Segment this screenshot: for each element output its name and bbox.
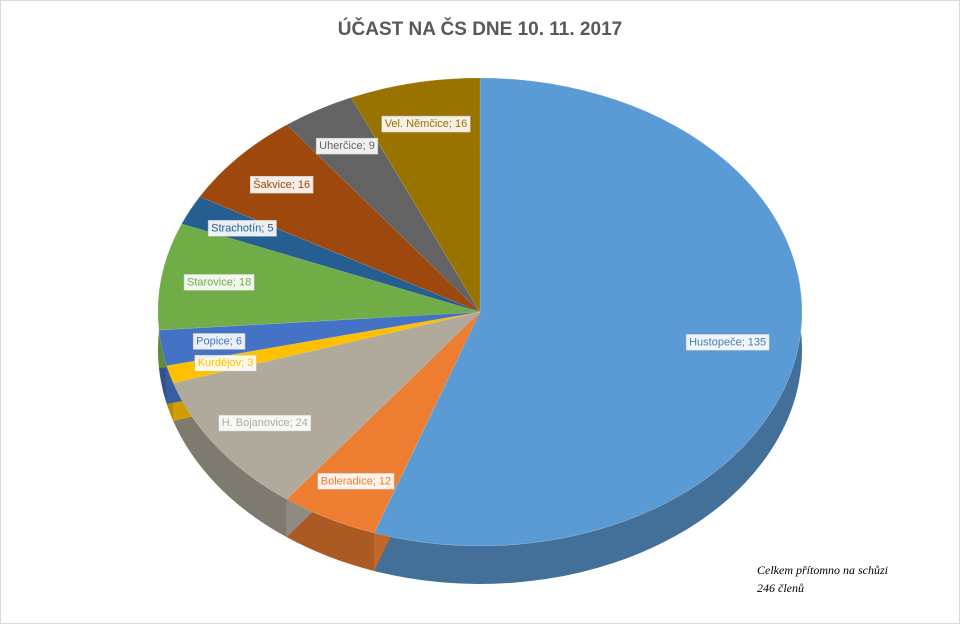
slice-side: [173, 383, 287, 538]
chart-title: ÚČAST NA ČS DNE 10. 11. 2017: [338, 18, 622, 40]
data-label-text: Popice; 6: [196, 335, 242, 347]
data-label: Uherčice; 9: [315, 137, 379, 155]
data-label-text: Uherčice; 9: [319, 140, 375, 152]
data-label: Vel. Němčice; 16: [381, 115, 471, 133]
data-label-box: [315, 137, 379, 155]
annotation: Celkem přítomno na schůzi: [757, 563, 888, 577]
data-label: Hustopeče; 135: [685, 334, 770, 351]
slice: [172, 311, 481, 500]
data-label-text: Strachotín; 5: [211, 222, 273, 234]
data-label-box: [317, 473, 395, 490]
data-label: Kurdějov; 3: [194, 354, 257, 372]
slice-side: [286, 499, 375, 572]
data-label: Starovice; 18: [183, 274, 255, 291]
data-label-box: [249, 175, 314, 194]
data-label-box: [685, 334, 770, 351]
data-label-box: [207, 220, 277, 237]
slice: [158, 311, 481, 367]
data-label: Popice; 6: [192, 333, 246, 350]
data-label-text: Vel. Němčice; 16: [385, 118, 468, 130]
slice: [157, 223, 481, 331]
data-label-text: Hustopeče; 135: [689, 336, 766, 348]
data-label: Strachotín; 5: [207, 220, 277, 237]
pie-tops: [157, 77, 803, 547]
data-label-text: Boleradice; 12: [321, 475, 391, 487]
data-label-box: [192, 333, 246, 350]
data-label-box: [218, 414, 312, 432]
data-label-box: [183, 274, 255, 291]
slice: [373, 77, 803, 547]
data-label-box: [381, 115, 471, 133]
data-label: Šakvice; 16: [249, 175, 314, 194]
data-label: H. Bojanovice; 24: [218, 414, 312, 432]
slice: [350, 77, 481, 313]
data-label-text: Starovice; 18: [187, 276, 251, 288]
data-labels: Hustopeče; 135 Boleradice; 12 H. Bojanovic…: [183, 115, 770, 490]
data-label-box: [194, 354, 257, 372]
data-label: Boleradice; 12: [317, 473, 395, 490]
data-label-text: Kurdějov; 3: [198, 357, 254, 369]
data-label-text: Šakvice; 16: [253, 178, 310, 191]
data-label-text: H. Bojanovice; 24: [222, 417, 308, 429]
slice: [199, 124, 481, 313]
annotation: 246 členů: [757, 581, 804, 595]
